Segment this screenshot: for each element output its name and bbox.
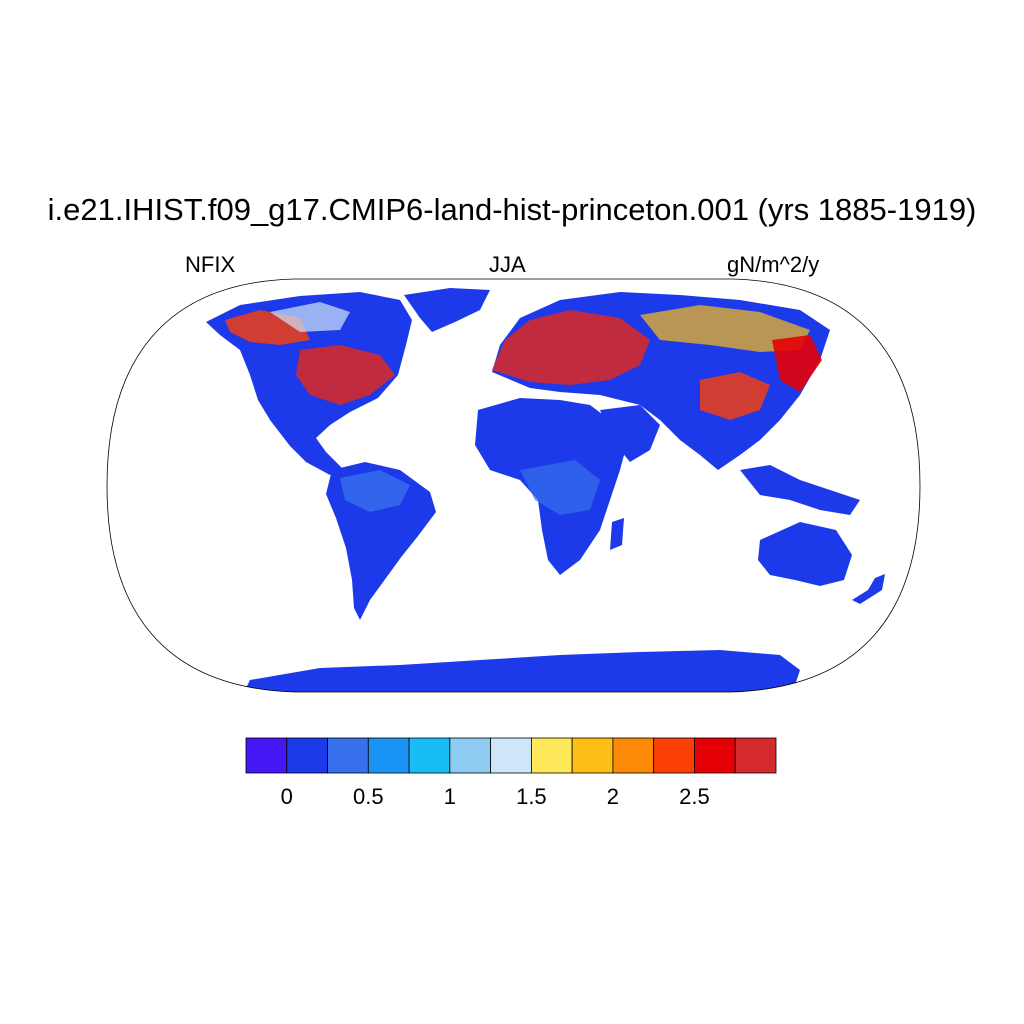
units-label: gN/m^2/y — [727, 252, 820, 277]
na-warm-zone — [296, 345, 395, 405]
europe-warm — [492, 310, 650, 385]
colorbar-box — [286, 737, 328, 774]
greenland — [404, 288, 490, 332]
colorbar-box — [694, 737, 736, 774]
new-zealand — [852, 574, 885, 604]
east-asia-warm — [700, 372, 770, 420]
land-layer — [206, 288, 885, 692]
variable-label: NFIX — [185, 252, 236, 277]
colorbar-box — [367, 737, 410, 774]
map-title: i.e21.IHIST.f09_g17.CMIP6-land-hist-prin… — [47, 192, 977, 227]
colorbar-box — [530, 737, 573, 774]
colorbar-box — [571, 737, 614, 774]
colorbar-box — [449, 737, 492, 774]
colorbar-box — [653, 737, 695, 774]
colorbar-tick-label: 0 — [280, 784, 293, 809]
globe-outline — [106, 278, 921, 693]
colorbar-tick-label: 2 — [606, 784, 620, 809]
na-mixed — [270, 302, 350, 332]
colorbar-tick-label: 0.5 — [353, 784, 384, 809]
far-east-warm — [772, 335, 822, 392]
colorbar-box — [490, 737, 532, 774]
sa-mixed — [340, 470, 410, 512]
madagascar — [610, 518, 624, 550]
colorbar-tick-label: 1 — [443, 784, 456, 809]
colorbar-tick-label: 2.5 — [679, 784, 710, 809]
colorbar-box — [734, 737, 777, 774]
season-label: JJA — [489, 252, 526, 277]
australia — [758, 522, 852, 586]
arabia — [600, 405, 660, 462]
colorbar-tick-label: 1.5 — [516, 784, 547, 809]
colorbar-box — [408, 737, 451, 774]
colorbar-box — [327, 737, 369, 774]
se-asia — [740, 465, 860, 515]
antarctica — [240, 650, 800, 692]
africa-mixed — [520, 460, 600, 515]
colorbar-box — [612, 737, 655, 774]
colorbar — [245, 737, 777, 774]
siberia-mixed — [640, 305, 810, 352]
colorbar-box — [245, 737, 288, 774]
